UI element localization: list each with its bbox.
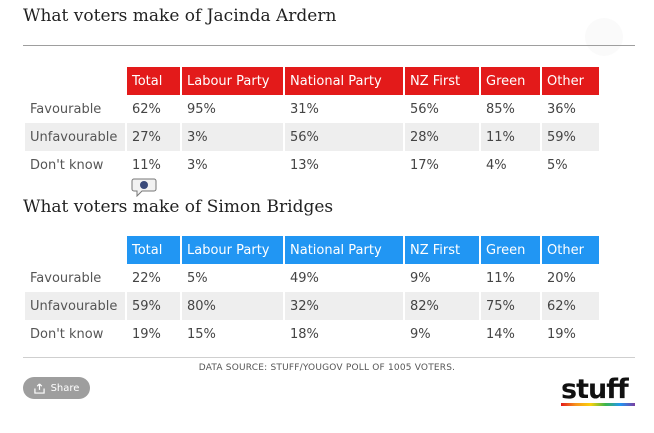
- share-icon: [33, 382, 45, 394]
- data-source-note: DATA SOURCE: STUFF/YOUGOV POLL OF 1005 V…: [198, 363, 456, 373]
- table-cell: 75%: [481, 292, 540, 320]
- row-label: Don't know: [30, 326, 104, 342]
- ardern-table: Total Labour Party National Party NZ Fir…: [23, 67, 601, 179]
- logo-rainbow-bar: [561, 403, 635, 406]
- table-cell: 56%: [410, 101, 439, 117]
- table-cell: 19%: [547, 326, 576, 342]
- table-cell: 19%: [132, 326, 161, 342]
- logo-text: stuff: [561, 374, 629, 405]
- table-cell: 4%: [486, 157, 507, 173]
- table-cell: 95%: [187, 101, 216, 117]
- table-cell: 17%: [410, 157, 439, 173]
- table-cell: 32%: [285, 292, 403, 320]
- table-cell: 27%: [127, 123, 180, 151]
- table-row-favourable: Favourable 62% 95% 31% 56% 85% 36%: [25, 95, 599, 123]
- table-cell: 80%: [182, 292, 283, 320]
- table-cell: 14%: [486, 326, 515, 342]
- table-row-favourable: Favourable 22% 5% 49% 9% 11% 20%: [25, 264, 599, 292]
- table-cell: 9%: [410, 270, 431, 286]
- row-label: Favourable: [30, 101, 102, 117]
- table-row-dont-know: Don't know 19% 15% 18% 9% 14% 19%: [25, 320, 599, 348]
- header-blank-cell: [25, 236, 125, 264]
- table-cell: 3%: [182, 123, 283, 151]
- comment-icon[interactable]: [131, 177, 157, 197]
- header-national: National Party: [285, 236, 403, 264]
- row-label: Favourable: [30, 270, 102, 286]
- title-divider: [23, 45, 635, 46]
- header-other: Other: [542, 67, 599, 95]
- table-row-dont-know: Don't know 11% 3% 13% 17% 4% 5%: [25, 151, 599, 179]
- table-cell: 59%: [542, 123, 599, 151]
- table-cell: 13%: [290, 157, 319, 173]
- header-other: Other: [542, 236, 599, 264]
- row-label: Unfavourable: [25, 292, 125, 320]
- header-total: Total: [127, 67, 180, 95]
- table-row-unfavourable: Unfavourable 27% 3% 56% 28% 11% 59%: [25, 123, 599, 151]
- table-cell: 82%: [405, 292, 479, 320]
- table-cell: 5%: [547, 157, 568, 173]
- table-cell: 56%: [285, 123, 403, 151]
- table-cell: 11%: [481, 123, 540, 151]
- table-cell: 20%: [547, 270, 576, 286]
- table-cell: 11%: [486, 270, 515, 286]
- header-national: National Party: [285, 67, 403, 95]
- table-cell: 11%: [132, 157, 161, 173]
- row-label: Don't know: [30, 157, 104, 173]
- table-cell: 59%: [127, 292, 180, 320]
- footer-divider: [23, 357, 635, 358]
- chart-title-bridges: What voters make of Simon Bridges: [23, 197, 334, 217]
- header-blank-cell: [25, 67, 125, 95]
- table-cell: 31%: [290, 101, 319, 117]
- share-button[interactable]: Share: [23, 377, 90, 399]
- faint-circle-decoration: [585, 18, 623, 56]
- stuff-logo[interactable]: stuff: [561, 376, 635, 408]
- bridges-table: Total Labour Party National Party NZ Fir…: [23, 236, 601, 348]
- header-nz-first: NZ First: [405, 236, 479, 264]
- share-label: Share: [50, 382, 80, 394]
- table-cell: 28%: [405, 123, 479, 151]
- table-cell: 18%: [290, 326, 319, 342]
- header-labour: Labour Party: [182, 67, 283, 95]
- header-green: Green: [481, 236, 540, 264]
- chart-title-ardern: What voters make of Jacinda Ardern: [23, 6, 337, 26]
- table-header-row: Total Labour Party National Party NZ Fir…: [25, 67, 599, 95]
- table-cell: 5%: [187, 270, 208, 286]
- table-cell: 62%: [132, 101, 161, 117]
- table-cell: 36%: [547, 101, 576, 117]
- table-header-row: Total Labour Party National Party NZ Fir…: [25, 236, 599, 264]
- table-cell: 3%: [187, 157, 208, 173]
- table-row-unfavourable: Unfavourable 59% 80% 32% 82% 75% 62%: [25, 292, 599, 320]
- table-cell: 22%: [132, 270, 161, 286]
- table-cell: 85%: [486, 101, 515, 117]
- table-cell: 49%: [290, 270, 319, 286]
- header-total: Total: [127, 236, 180, 264]
- header-labour: Labour Party: [182, 236, 283, 264]
- table-cell: 62%: [542, 292, 599, 320]
- table-cell: 15%: [187, 326, 216, 342]
- header-nz-first: NZ First: [405, 67, 479, 95]
- table-cell: 9%: [410, 326, 431, 342]
- header-green: Green: [481, 67, 540, 95]
- row-label: Unfavourable: [25, 123, 125, 151]
